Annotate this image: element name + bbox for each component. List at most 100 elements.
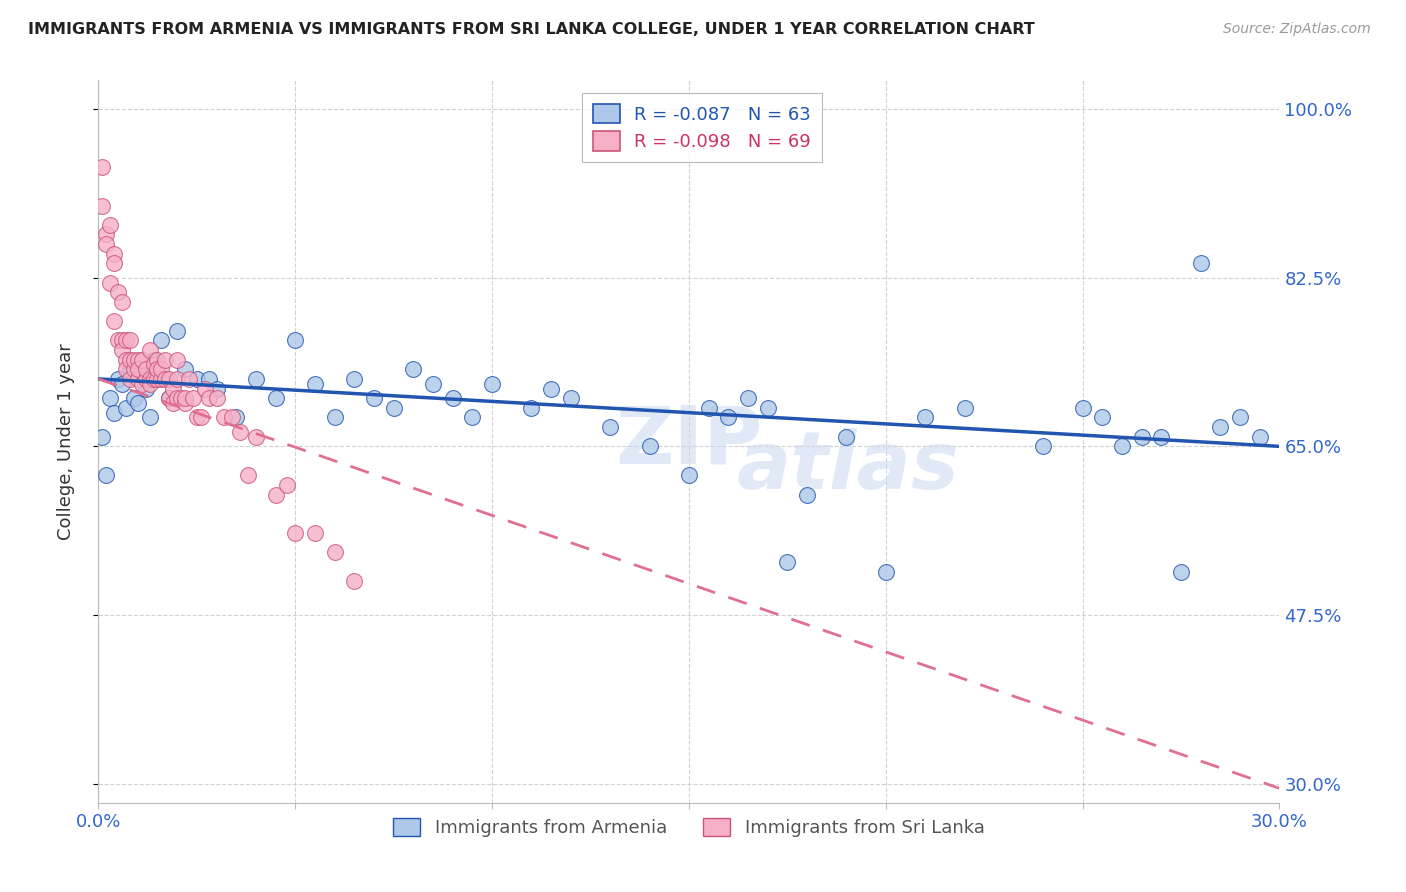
Point (107, 285, 129, 300)
Point (1170, 565, 1192, 579)
Point (111, 334, 134, 348)
Point (157, 372, 180, 386)
Point (103, 314, 125, 328)
Point (98, 276, 121, 290)
Point (1091, 410, 1114, 425)
Point (402, 362, 425, 376)
Point (323, 410, 346, 425)
Point (678, 468, 700, 483)
Y-axis label: College, Under 1 year: College, Under 1 year (56, 343, 75, 540)
Point (111, 376, 134, 391)
Text: atlas: atlas (737, 428, 960, 506)
Point (103, 256, 125, 270)
Legend: Immigrants from Armenia, Immigrants from Sri Lanka: Immigrants from Armenia, Immigrants from… (387, 811, 991, 845)
Point (221, 410, 243, 425)
Point (197, 372, 219, 386)
Point (91, 430, 114, 444)
Point (1111, 439, 1133, 453)
Point (142, 372, 165, 386)
Point (150, 334, 173, 348)
Point (122, 362, 145, 376)
Point (138, 343, 160, 357)
Point (118, 352, 141, 367)
Point (155, 352, 177, 367)
Point (229, 425, 252, 439)
Point (150, 372, 173, 386)
Point (186, 372, 208, 386)
Point (96, 468, 118, 483)
Point (197, 391, 219, 405)
Point (115, 401, 138, 415)
Point (264, 487, 287, 501)
Point (96, 227, 118, 242)
Point (107, 372, 129, 386)
Point (127, 352, 149, 367)
Point (170, 391, 193, 405)
Point (103, 246, 125, 260)
Point (875, 565, 897, 579)
Point (638, 439, 661, 453)
Point (776, 555, 799, 569)
Point (441, 391, 464, 405)
Point (186, 410, 208, 425)
Point (142, 358, 165, 372)
Point (382, 401, 405, 415)
Point (142, 352, 165, 367)
Point (1229, 410, 1251, 425)
Point (284, 526, 307, 541)
Point (91, 198, 114, 212)
Point (245, 430, 267, 444)
Point (118, 362, 141, 376)
Point (214, 410, 236, 425)
Point (520, 401, 543, 415)
Point (135, 382, 157, 396)
Point (131, 376, 153, 391)
Point (107, 334, 129, 348)
Point (264, 391, 287, 405)
Point (118, 372, 141, 386)
Point (756, 401, 779, 415)
Point (115, 352, 138, 367)
Point (236, 468, 259, 483)
Point (1150, 430, 1173, 444)
Point (205, 382, 228, 396)
Point (111, 294, 134, 309)
Point (284, 334, 307, 348)
Point (343, 574, 366, 589)
Point (205, 391, 228, 405)
Point (96, 237, 118, 252)
Point (181, 391, 204, 405)
Point (276, 478, 298, 492)
Point (304, 526, 326, 541)
Point (157, 391, 180, 405)
Point (131, 352, 153, 367)
Point (190, 410, 212, 425)
Point (540, 382, 562, 396)
Point (174, 362, 197, 376)
Point (127, 372, 149, 386)
Point (127, 396, 149, 410)
Point (194, 382, 217, 396)
Point (1071, 401, 1094, 415)
Point (560, 391, 582, 405)
Point (177, 372, 200, 386)
Point (162, 396, 184, 410)
Point (155, 372, 177, 386)
Point (796, 487, 818, 501)
Point (166, 352, 188, 367)
Point (146, 352, 169, 367)
Point (245, 372, 267, 386)
Point (461, 410, 484, 425)
Point (138, 372, 160, 386)
Point (363, 391, 385, 405)
Point (953, 401, 976, 415)
Point (717, 410, 740, 425)
Point (118, 334, 141, 348)
Point (115, 334, 138, 348)
Point (166, 324, 188, 338)
Point (422, 376, 444, 391)
Point (835, 430, 858, 444)
Point (1209, 420, 1232, 434)
Text: ZIP: ZIP (616, 402, 762, 481)
Point (599, 420, 621, 434)
